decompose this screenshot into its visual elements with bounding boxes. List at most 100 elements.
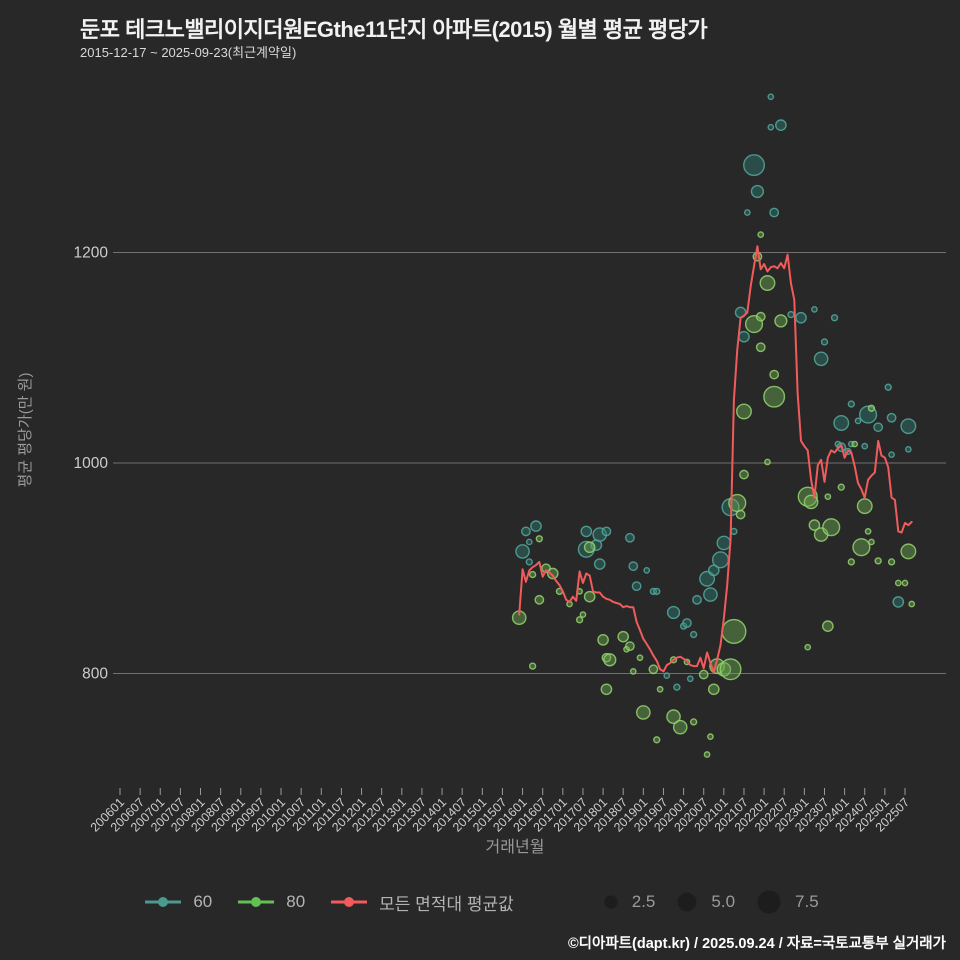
data-point-80[interactable]: [824, 493, 832, 501]
data-point-80[interactable]: [852, 538, 871, 557]
data-point-80[interactable]: [707, 683, 720, 696]
data-point-60[interactable]: [730, 527, 738, 536]
data-point-60[interactable]: [813, 351, 829, 367]
data-point-80[interactable]: [703, 751, 711, 758]
data-point-80[interactable]: [672, 719, 688, 735]
data-point-80[interactable]: [528, 570, 537, 579]
data-point-80[interactable]: [719, 658, 742, 681]
data-point-80[interactable]: [707, 733, 714, 741]
data-point-80[interactable]: [534, 594, 545, 605]
data-point-80[interactable]: [698, 669, 709, 680]
data-point-60[interactable]: [666, 605, 681, 620]
data-point-60[interactable]: [750, 184, 765, 199]
legend-item-average[interactable]: 모든 면적대 평균값: [329, 890, 514, 915]
data-point-60[interactable]: [787, 310, 795, 319]
data-point-80[interactable]: [821, 620, 834, 632]
data-point-60[interactable]: [673, 683, 681, 691]
data-point-60[interactable]: [686, 675, 694, 683]
data-point-80[interactable]: [603, 653, 617, 667]
data-point-80[interactable]: [874, 557, 882, 565]
data-point-60[interactable]: [643, 566, 651, 574]
data-point-60[interactable]: [775, 119, 787, 131]
data-point-80[interactable]: [617, 630, 630, 643]
data-point-80[interactable]: [864, 528, 872, 535]
data-point-60[interactable]: [769, 207, 780, 218]
data-point-80[interactable]: [868, 538, 875, 546]
data-point-80[interactable]: [847, 558, 855, 566]
data-point-80[interactable]: [579, 611, 587, 618]
data-point-60[interactable]: [743, 154, 766, 177]
data-point-80[interactable]: [764, 458, 771, 466]
data-point-60[interactable]: [521, 526, 531, 537]
data-point-60[interactable]: [811, 305, 818, 313]
data-point-80[interactable]: [755, 311, 766, 322]
data-point-60[interactable]: [904, 445, 912, 453]
data-point-80[interactable]: [887, 558, 896, 566]
data-point-80[interactable]: [837, 483, 845, 491]
data-point-60[interactable]: [525, 558, 533, 566]
data-point-60[interactable]: [716, 535, 732, 551]
data-point-80[interactable]: [894, 579, 902, 587]
data-point-80[interactable]: [653, 736, 661, 744]
data-point-80[interactable]: [851, 440, 859, 448]
data-point-60[interactable]: [858, 405, 878, 424]
data-point-80[interactable]: [808, 519, 821, 531]
data-point-60[interactable]: [703, 587, 718, 602]
data-point-80[interactable]: [689, 718, 698, 726]
data-point-60[interactable]: [580, 525, 593, 538]
data-point-60[interactable]: [711, 551, 730, 569]
data-point-80[interactable]: [600, 683, 613, 696]
data-point-60[interactable]: [631, 581, 642, 592]
data-point-60[interactable]: [592, 527, 608, 542]
data-point-80[interactable]: [597, 633, 609, 646]
data-point-80[interactable]: [648, 664, 659, 675]
data-point-80[interactable]: [900, 543, 917, 560]
data-point-60[interactable]: [884, 383, 892, 391]
data-point-80[interactable]: [757, 231, 765, 238]
data-point-80[interactable]: [763, 385, 786, 408]
data-point-80[interactable]: [636, 654, 644, 662]
data-point-80[interactable]: [629, 668, 637, 675]
data-point-60[interactable]: [525, 538, 533, 546]
data-point-60[interactable]: [873, 422, 884, 433]
data-point-80[interactable]: [635, 705, 651, 720]
data-point-80[interactable]: [867, 404, 876, 412]
data-point-60[interactable]: [833, 415, 850, 431]
data-point-60[interactable]: [854, 417, 862, 425]
data-point-60[interactable]: [682, 618, 692, 628]
data-point-60[interactable]: [738, 330, 750, 343]
data-point-60[interactable]: [692, 594, 702, 605]
data-point-80[interactable]: [656, 685, 664, 693]
data-point-60[interactable]: [892, 596, 905, 608]
average-line[interactable]: [518, 245, 913, 674]
data-point-80[interactable]: [774, 314, 788, 328]
data-point-80[interactable]: [735, 509, 746, 520]
data-point-60[interactable]: [663, 672, 671, 679]
data-point-60[interactable]: [515, 544, 530, 559]
data-point-80[interactable]: [908, 600, 916, 608]
data-point-60[interactable]: [795, 311, 807, 324]
data-point-60[interactable]: [767, 93, 775, 101]
data-point-80[interactable]: [901, 579, 909, 587]
data-point-60[interactable]: [625, 532, 635, 543]
data-point-60[interactable]: [861, 442, 869, 450]
data-point-80[interactable]: [535, 535, 544, 543]
data-point-80[interactable]: [822, 518, 841, 537]
data-point-80[interactable]: [575, 616, 584, 624]
data-point-80[interactable]: [739, 469, 749, 480]
data-point-80[interactable]: [803, 494, 819, 510]
data-point-60[interactable]: [900, 418, 917, 435]
data-point-60[interactable]: [767, 123, 775, 131]
data-point-80[interactable]: [759, 275, 776, 291]
data-point-80[interactable]: [755, 342, 766, 353]
data-point-80[interactable]: [546, 567, 559, 580]
data-point-60[interactable]: [888, 451, 895, 458]
data-point-60[interactable]: [628, 561, 639, 572]
data-point-60[interactable]: [653, 587, 661, 596]
data-point-80[interactable]: [528, 662, 537, 670]
data-point-80[interactable]: [735, 403, 752, 420]
data-point-80[interactable]: [583, 541, 596, 554]
data-point-80[interactable]: [804, 643, 812, 651]
data-point-60[interactable]: [886, 412, 897, 423]
